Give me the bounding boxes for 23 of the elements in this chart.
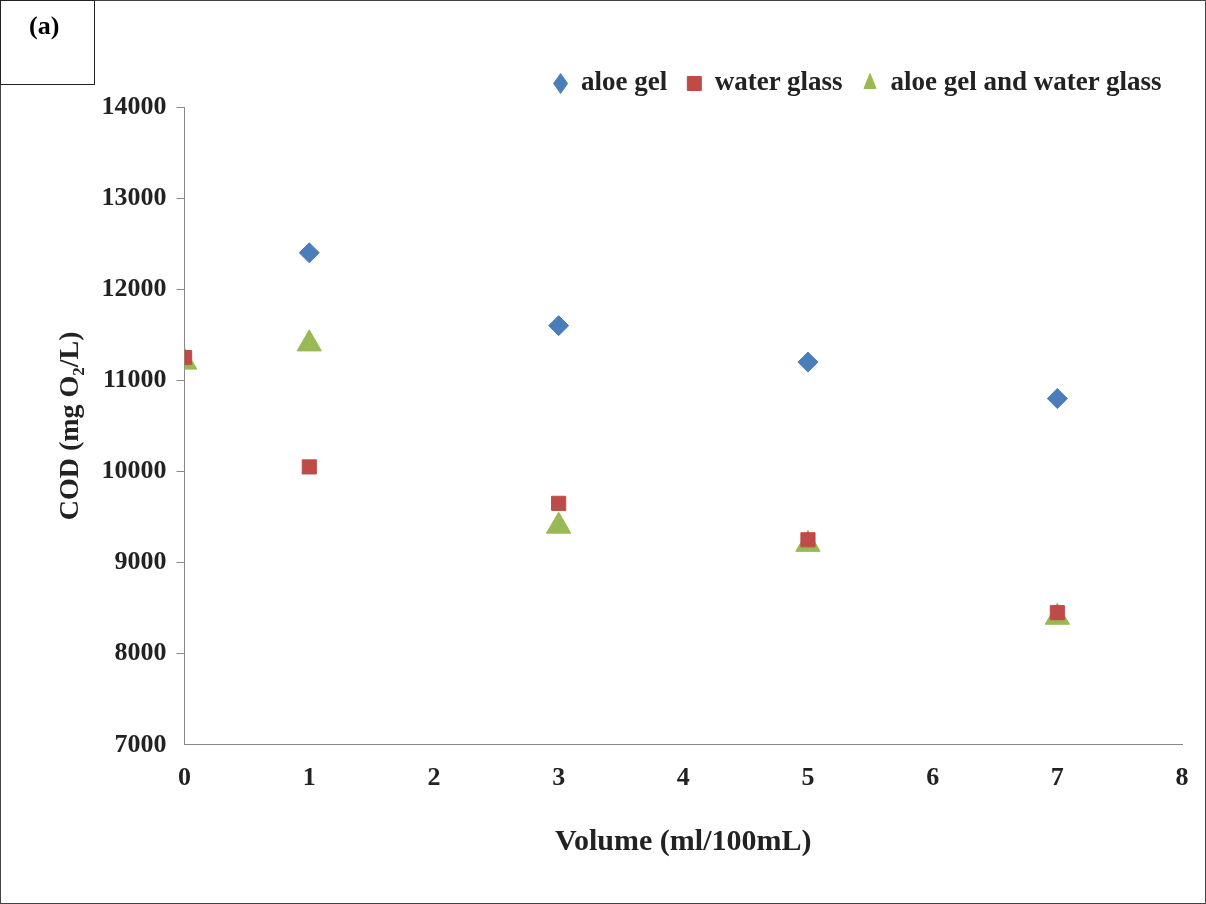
y-tick-label: 14000 (101, 90, 167, 120)
y-tick-label: 13000 (101, 181, 167, 211)
text: (a) (0, 0, 95, 85)
legend-label: water glass (714, 66, 843, 97)
y-tick-label: 11000 (103, 364, 167, 394)
x-tick-label: 5 (801, 762, 815, 792)
legend-label: aloe gel and water glass (890, 66, 1162, 97)
y-tick-label: 7000 (114, 728, 167, 758)
x-tick-label: 7 (1050, 762, 1064, 792)
x-tick-label: 8 (1175, 762, 1189, 792)
y-axis-title: COD (mg O₂/L) (53, 331, 85, 521)
y-tick-label: 8000 (114, 637, 167, 667)
y-tick-label: 9000 (114, 546, 167, 576)
x-axis-title: Volume (ml/100mL) (555, 822, 812, 857)
x-tick-label: 2 (427, 762, 441, 792)
y-tick-label: 12000 (101, 272, 167, 302)
x-tick-label: 1 (302, 762, 316, 792)
x-tick-label: 3 (552, 762, 566, 792)
x-tick-label: 0 (178, 762, 192, 792)
legend-label: aloe gel (581, 66, 668, 97)
x-tick-label: 4 (676, 762, 690, 792)
x-tick-label: 6 (926, 762, 940, 792)
y-tick-label: 10000 (101, 455, 167, 485)
